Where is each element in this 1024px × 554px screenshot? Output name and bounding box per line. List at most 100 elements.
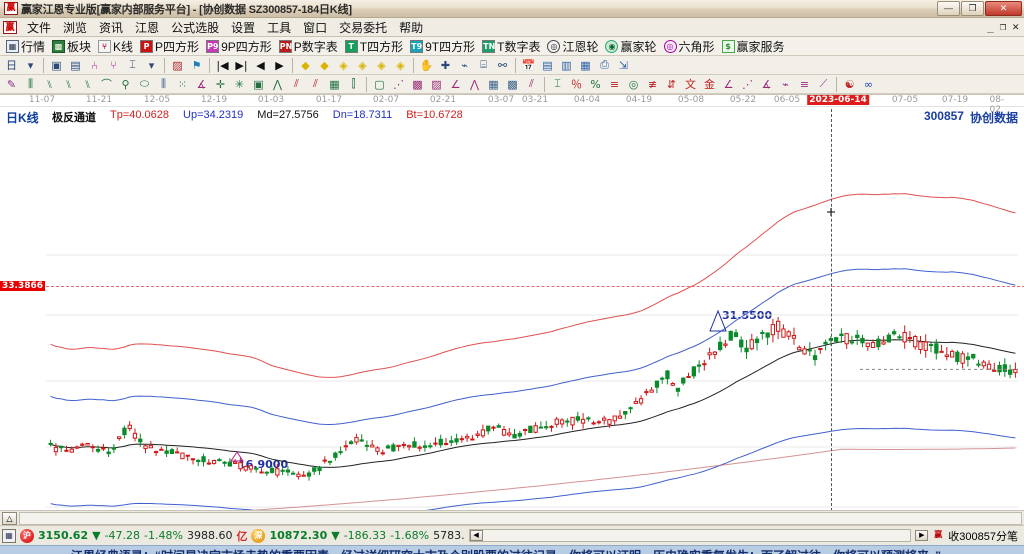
cross-tool-button[interactable]: ✛ [215, 77, 226, 91]
gold-ratio-button[interactable]: 金 [704, 78, 715, 91]
level-line-button[interactable]: ≡ [799, 77, 810, 91]
menu-item-trade-order[interactable]: 交易委托 [339, 20, 388, 35]
parallel-lines-button[interactable]: ⫼ [27, 77, 34, 90]
shortcut-service-dollar[interactable]: $ 赢家服务 [720, 38, 789, 55]
last-page-button[interactable]: ▶| [235, 58, 248, 72]
quote-grid-status-icon[interactable]: ▦ [2, 528, 16, 543]
slope-button[interactable]: ⟋ [819, 77, 828, 90]
shortcut-p-square[interactable]: P P四方形 [138, 38, 203, 55]
cycle-tool-1-button[interactable]: ⋰ [393, 77, 404, 91]
shortcut-t-square[interactable]: T T四方形 [343, 38, 407, 55]
tick-data-label[interactable]: 收300857分笔 [948, 530, 1018, 543]
channel-button[interactable]: ⌸ [480, 58, 487, 71]
angle-pair-button[interactable]: ⋰ [742, 77, 753, 91]
infinity-button[interactable]: ∞ [863, 77, 874, 91]
magnet-tool-button[interactable]: ⚲ [121, 77, 130, 91]
print-button[interactable]: ⎙ [600, 58, 609, 71]
zigzag-button[interactable]: ⋀ [469, 77, 480, 91]
menu-item-tools[interactable]: 工具 [267, 20, 292, 35]
menu-item-help[interactable]: 帮助 [399, 20, 424, 35]
matrix-tool-button[interactable]: ▦ [329, 77, 340, 91]
chart-scrollbar[interactable]: △ [0, 510, 1024, 525]
price-level-button[interactable]: ≡ [609, 77, 620, 91]
shortcut-p-number-table[interactable]: PN P数字表 [277, 38, 342, 55]
fibonacci-button[interactable]: ⚯ [497, 58, 508, 72]
menu-item-news[interactable]: 资讯 [99, 20, 124, 35]
shortcut-t-number-table[interactable]: TN T数字表 [480, 38, 544, 55]
shortcut-nine-p-square[interactable]: P9 9P四方形 [204, 38, 276, 55]
ruler-button[interactable]: ⌶ [554, 77, 561, 90]
rect-zoom-button[interactable]: ▢ [374, 77, 385, 91]
close-button[interactable]: ✕ [985, 1, 1022, 16]
percent-lines-button[interactable]: ⁙ [177, 77, 188, 91]
pen-draw-button[interactable]: ✎ [6, 77, 17, 91]
mdi-restore-button[interactable]: ❐ [999, 20, 1007, 33]
grid-shade-button[interactable]: ▩ [507, 77, 518, 91]
status-scroll-left-button[interactable]: ◀ [469, 530, 483, 541]
status-scrollbar[interactable]: ◀ [468, 529, 912, 542]
window-single-button[interactable]: ▤ [70, 58, 81, 72]
gann-tool-4-button[interactable]: ◈ [358, 58, 367, 72]
status-scroll-right-button[interactable]: ▶ [915, 530, 929, 541]
ellipse-tool-button[interactable]: ⬭ [139, 77, 150, 90]
shortcut-winner-wheel[interactable]: ◉ 赢家轮 [603, 38, 660, 55]
multi-chart-4-button[interactable]: ⑂ [110, 58, 117, 72]
grid-square-button[interactable]: ▦ [488, 77, 499, 91]
scroll-up-button[interactable]: △ [2, 511, 17, 525]
angle-down-button[interactable]: ∡ [761, 77, 772, 91]
comb-tool-button[interactable]: ⫿ [351, 77, 356, 90]
menu-item-window[interactable]: 窗口 [303, 20, 328, 35]
shortcut-quote-grid[interactable]: ▦ 行情 [4, 38, 49, 55]
angle-line-button[interactable]: ∠ [450, 77, 461, 91]
price-scale-button[interactable]: ≢ [647, 77, 658, 91]
minimize-button[interactable]: — [937, 1, 960, 16]
trendline-button[interactable]: ⌁ [461, 58, 468, 72]
scroll-track[interactable] [19, 511, 1022, 525]
gann-tool-5-button[interactable]: ◈ [377, 58, 386, 72]
menu-item-browse[interactable]: 浏览 [63, 20, 88, 35]
indicator-button[interactable]: ⌶ [129, 58, 136, 71]
period-day-button[interactable]: 日 [6, 59, 17, 72]
gann-tool-3-button[interactable]: ◈ [339, 58, 348, 72]
gold-circle-button[interactable]: ◎ [628, 77, 639, 91]
menu-item-formula-stock-pick[interactable]: 公式选股 [171, 20, 220, 35]
measure-button[interactable]: ⇵ [666, 77, 677, 91]
yin-yang-button[interactable]: ☯ [844, 77, 855, 91]
fan-line-3-button[interactable]: ⑊ [84, 77, 91, 91]
chart-canvas[interactable]: 11-07 11-21 12-05 12-19 01-03 01-17 02-07 02-21… [0, 94, 1024, 510]
shortcut-sector[interactable]: ▩ 板块 [50, 38, 95, 55]
indicator-dropdown-button[interactable]: ▾ [148, 58, 155, 72]
save-chart-button[interactable]: ▤ [542, 58, 553, 72]
save-button[interactable]: ▦ [580, 58, 591, 72]
menu-item-settings[interactable]: 设置 [231, 20, 256, 35]
flag-button[interactable]: ⚑ [191, 58, 202, 72]
shortcut-kline[interactable]: ⑂ K线 [96, 38, 137, 55]
shortcut-nine-t-square[interactable]: T9 9T四方形 [408, 38, 479, 55]
first-page-button[interactable]: |◀ [216, 58, 229, 72]
calendar-button[interactable]: 📅 [521, 58, 536, 72]
slope-lines-button[interactable]: ⫽ [529, 77, 534, 90]
gann-tool-1-button[interactable]: ◆ [301, 58, 310, 72]
fan-line-2-button[interactable]: ⑊ [65, 77, 72, 91]
angle-up-button[interactable]: ∠ [723, 77, 734, 91]
export-button[interactable]: ⇲ [618, 58, 629, 72]
cycle-tool-2-button[interactable]: ▩ [412, 77, 423, 91]
shortcut-hexagon[interactable]: ◎ 六角形 [662, 38, 719, 55]
crosshair-button[interactable]: ✚ [440, 58, 451, 72]
wave-tool-button[interactable]: ⋀ [272, 77, 283, 91]
page-left-button[interactable]: ◀ [256, 58, 265, 72]
fan-line-1-button[interactable]: ⑊ [46, 77, 53, 91]
text-label-button[interactable]: 文 [685, 78, 696, 91]
report-button[interactable]: ▥ [561, 58, 572, 72]
grid-lines-button[interactable]: ⫼ [160, 77, 167, 90]
box-tool-button[interactable]: ▣ [253, 77, 264, 91]
page-right-button[interactable]: ▶ [275, 58, 284, 72]
mdi-close-button[interactable]: ✕ [1012, 20, 1019, 33]
menu-item-file[interactable]: 文件 [27, 20, 52, 35]
hand-pan-button[interactable]: ✋ [419, 58, 434, 72]
multi-chart-2-button[interactable]: ⑃ [91, 58, 98, 72]
gann-fan-red-button[interactable]: ⫽ [294, 77, 299, 90]
percent-symbol-button[interactable]: % [590, 77, 601, 91]
overlay-button[interactable]: ▨ [172, 58, 183, 72]
menu-item-gann[interactable]: 江恩 [135, 20, 160, 35]
